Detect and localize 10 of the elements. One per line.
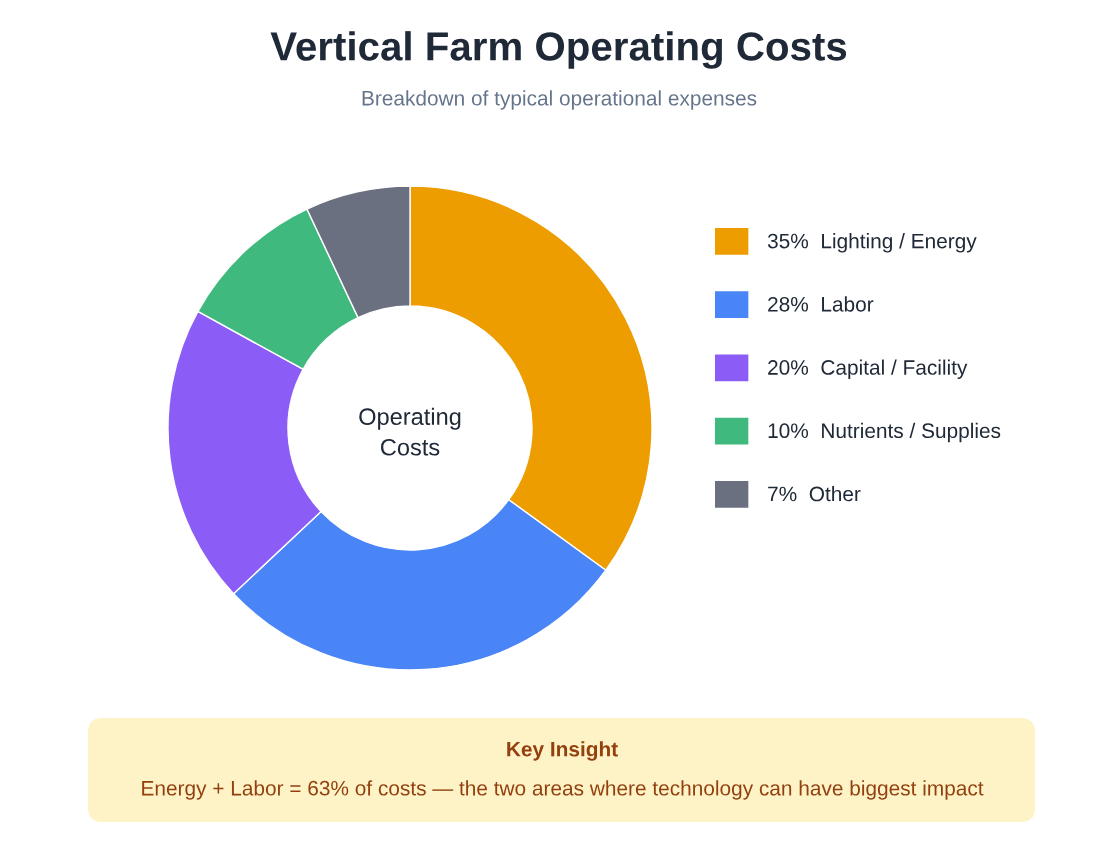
legend-label: 10% Nutrients / Supplies — [768, 422, 1001, 443]
legend-label: 35% Lighting / Energy — [767, 233, 977, 253]
text: Operating Costs — [359, 407, 461, 456]
legend-label: 28% Labor — [768, 296, 874, 312]
chart-subtitle: Breakdown of typical operational expenses — [362, 90, 757, 110]
legend-label: 7% Other — [768, 486, 861, 502]
text: Energy + Labor = 63% of costs — the two areas where technology can have biggest impact — [142, 780, 984, 800]
chart-title: Vertical Farm Operating Costs — [270, 31, 847, 69]
text: Key Insight — [507, 741, 618, 761]
legend-label: 20% Capital / Facility — [768, 359, 968, 379]
